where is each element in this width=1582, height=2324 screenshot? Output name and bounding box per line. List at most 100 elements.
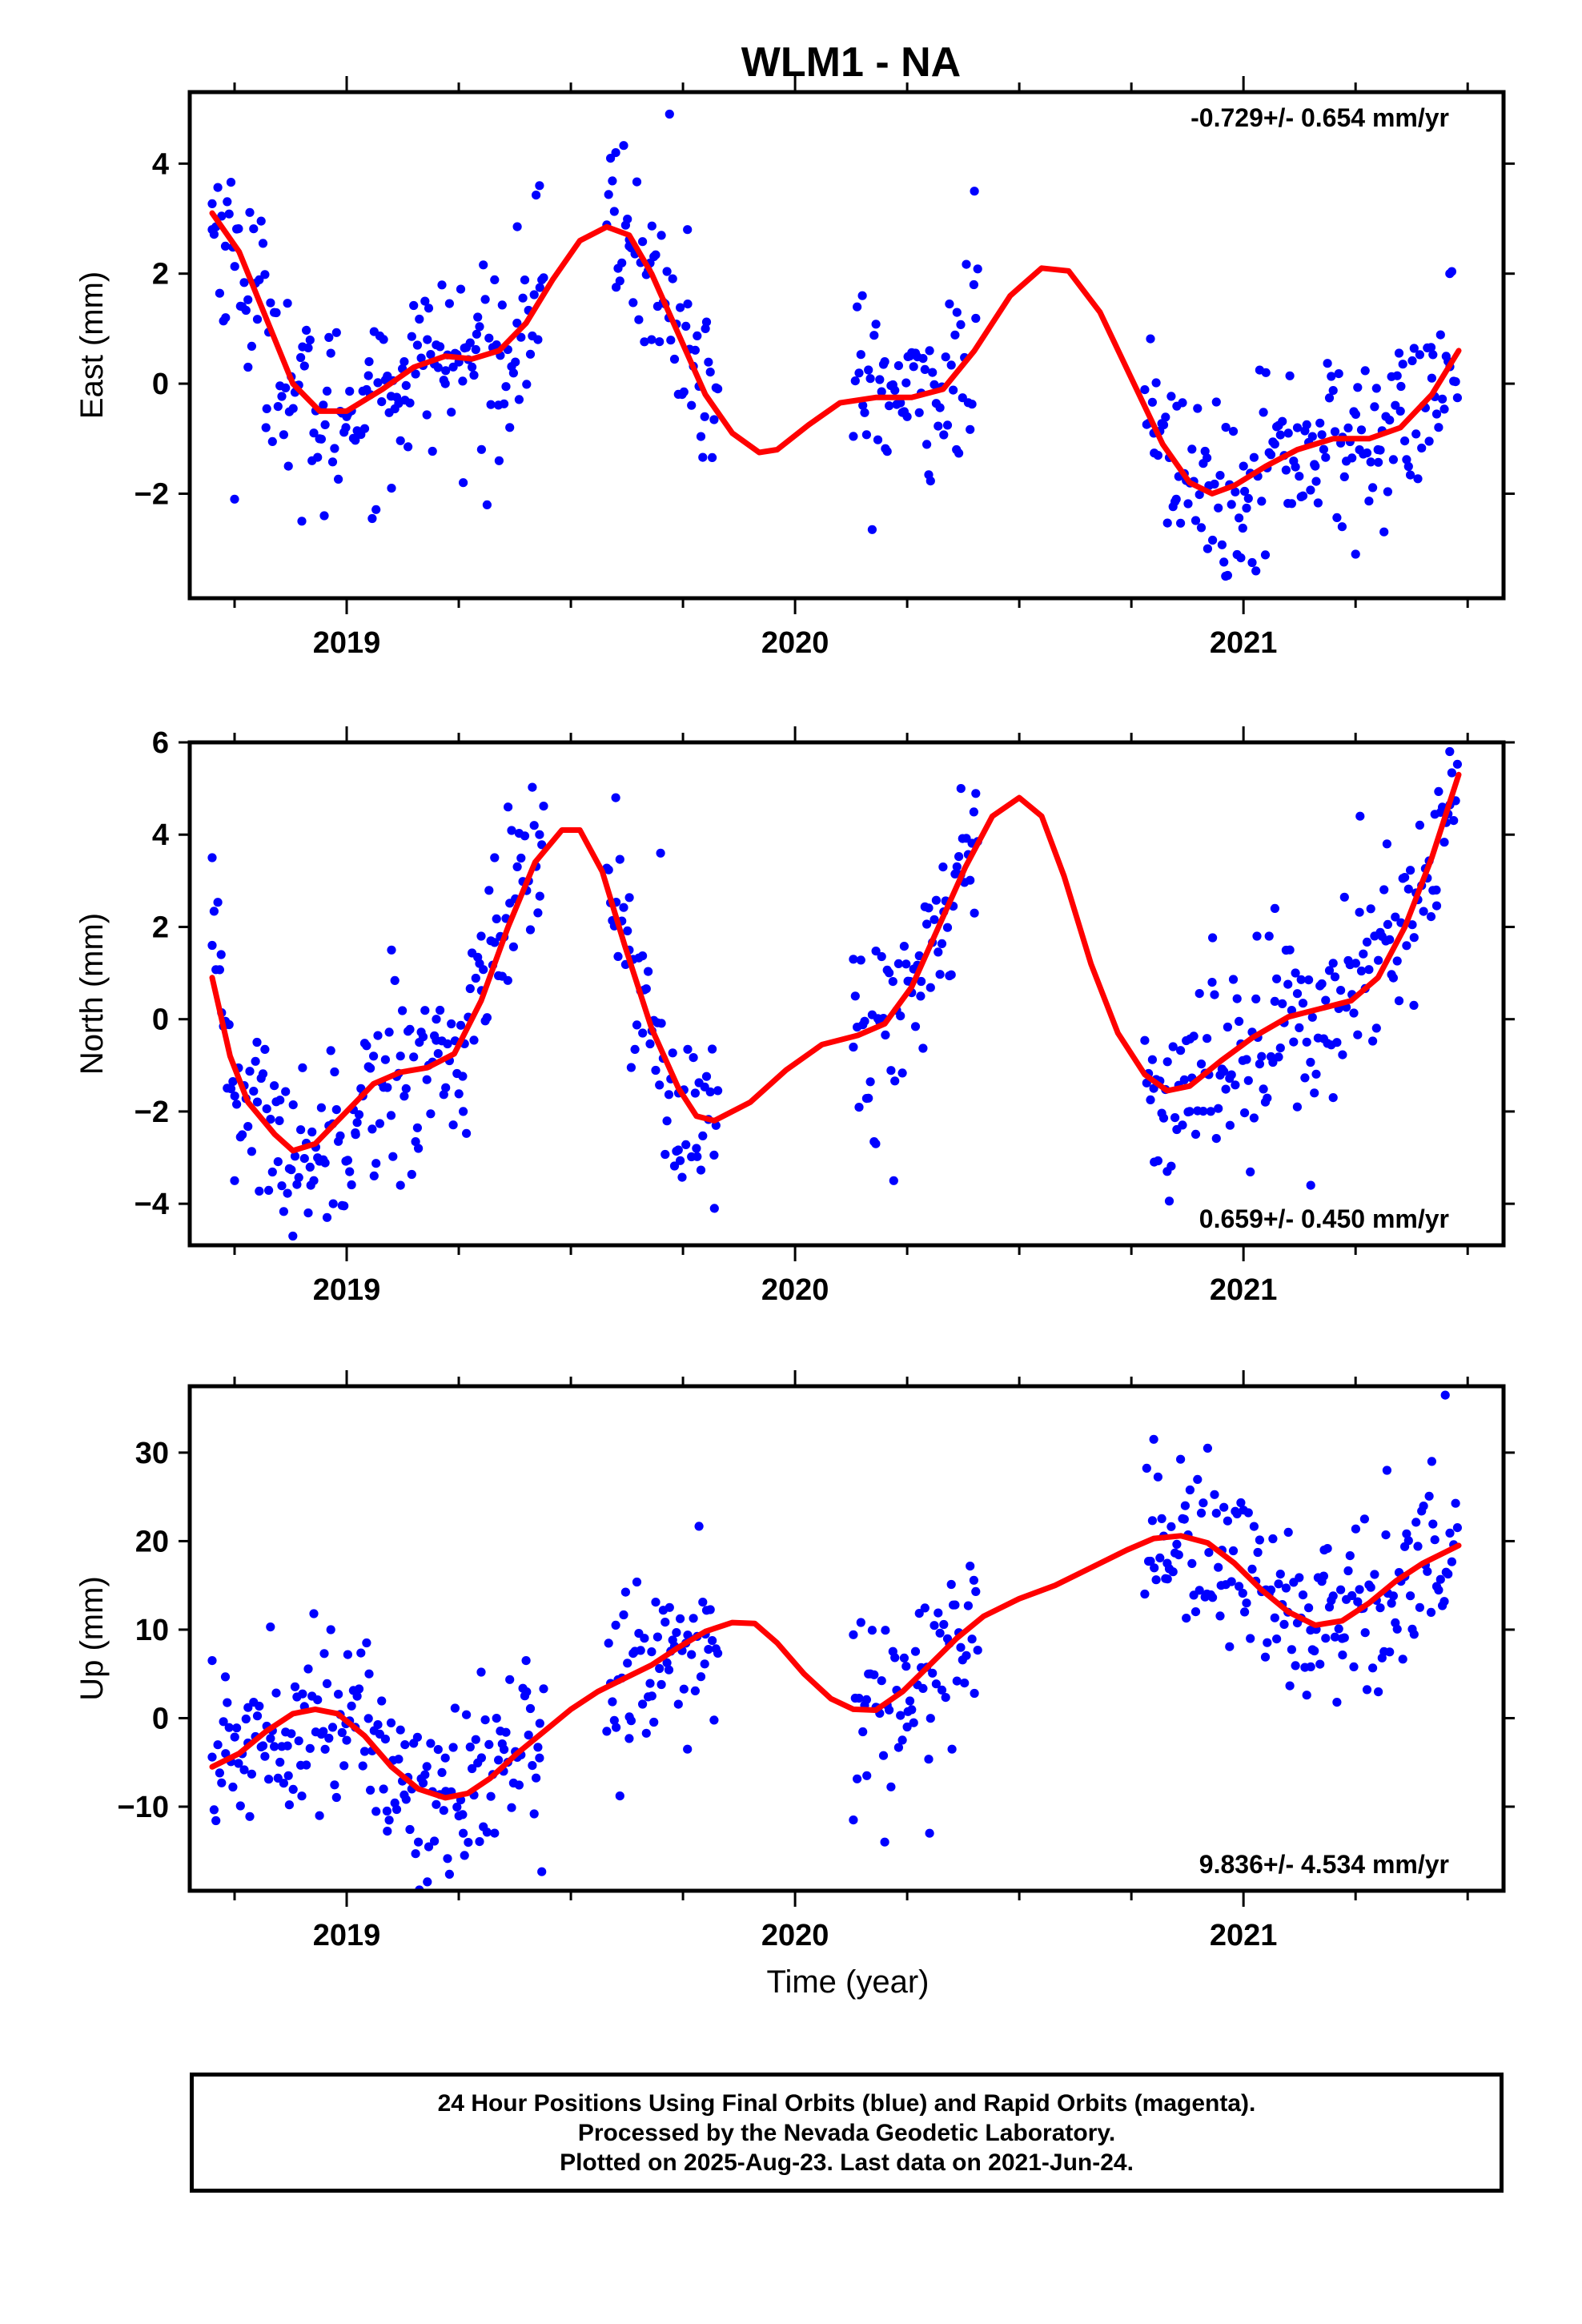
up-point: [611, 1620, 620, 1630]
up-point: [1381, 1530, 1391, 1540]
east-point: [313, 452, 323, 462]
north-point: [331, 1105, 341, 1115]
east-point: [1191, 516, 1201, 525]
up-point: [700, 1659, 709, 1669]
north-point: [1339, 892, 1349, 902]
north-point: [613, 951, 623, 961]
up-point: [476, 1667, 486, 1677]
north-point: [888, 977, 897, 987]
up-point: [337, 1727, 347, 1738]
east-point: [1415, 350, 1424, 360]
north-point: [619, 903, 628, 912]
east-point: [1249, 452, 1259, 462]
up-point: [239, 1765, 249, 1775]
north-point: [436, 1005, 445, 1015]
east-point: [456, 284, 466, 294]
up-point: [235, 1801, 245, 1811]
north-point: [249, 1087, 259, 1096]
north-point: [1252, 931, 1262, 941]
north-point: [1362, 937, 1372, 947]
north-point: [1356, 966, 1367, 976]
up-point: [690, 1686, 701, 1695]
north-point: [1328, 959, 1338, 968]
north-point: [1431, 901, 1442, 911]
north-point: [351, 1130, 360, 1140]
up-point: [1140, 1589, 1150, 1599]
east-point: [1334, 369, 1343, 379]
north-point: [330, 1067, 339, 1077]
up-point: [1427, 1457, 1436, 1466]
north-point: [942, 923, 953, 932]
up-point: [1451, 1498, 1460, 1508]
east-point: [480, 295, 490, 304]
north-point: [656, 848, 665, 858]
north-point: [390, 975, 400, 985]
north-point: [409, 1052, 419, 1062]
up-point: [1351, 1524, 1360, 1534]
east-point: [1302, 420, 1311, 430]
up-point: [501, 1727, 511, 1737]
north-point: [1353, 1030, 1363, 1039]
east-point: [277, 392, 287, 401]
up-point: [608, 1697, 617, 1707]
up-point: [352, 1691, 362, 1701]
up-point: [641, 1728, 651, 1738]
north-point: [1249, 1113, 1259, 1123]
east-point: [1406, 470, 1415, 480]
east-point: [681, 321, 691, 331]
east-point: [297, 517, 307, 526]
east-point: [708, 452, 717, 463]
north-point: [443, 1039, 452, 1049]
east-point: [1236, 553, 1246, 563]
east-point: [701, 324, 710, 333]
north-point: [283, 1188, 292, 1198]
up-point: [324, 1733, 334, 1743]
east-point: [283, 299, 292, 308]
east-point: [1219, 557, 1229, 567]
east-point: [956, 320, 966, 329]
east-point: [875, 375, 885, 384]
up-point: [849, 1815, 858, 1825]
north-point: [529, 821, 539, 830]
up-point: [539, 1684, 548, 1694]
north-point: [292, 1180, 302, 1189]
up-point: [849, 1630, 858, 1639]
east-point: [473, 312, 483, 322]
east-point: [1261, 368, 1271, 377]
up-point: [1228, 1546, 1239, 1556]
up-point: [1195, 1586, 1204, 1595]
east-point: [1445, 269, 1455, 279]
east-point: [217, 211, 227, 221]
up-point: [877, 1676, 886, 1686]
up-point: [507, 1803, 516, 1812]
up-point: [234, 1759, 243, 1768]
east-point: [258, 239, 268, 248]
up-point: [400, 1740, 410, 1750]
north-point: [454, 1089, 464, 1099]
east-point: [1424, 436, 1434, 446]
east-point: [320, 420, 330, 430]
up-point: [881, 1626, 890, 1635]
north-point: [1307, 1012, 1317, 1022]
east-point: [239, 278, 249, 287]
north-fit-line: [209, 771, 1462, 1154]
north-point: [1394, 996, 1404, 1006]
up-point: [687, 1650, 697, 1659]
north-point: [448, 1120, 458, 1130]
north-point: [537, 840, 547, 850]
east-point: [512, 222, 522, 231]
east-point: [373, 378, 383, 388]
north-point: [1227, 1070, 1236, 1080]
east-point: [422, 410, 432, 420]
up-point: [1260, 1652, 1271, 1662]
east-point: [262, 404, 271, 413]
up-point: [867, 1626, 877, 1635]
north-point: [705, 1087, 715, 1097]
up-point: [444, 1869, 455, 1879]
north-point: [1383, 919, 1392, 929]
north-point: [401, 1084, 411, 1093]
up-point: [1281, 1583, 1291, 1593]
east-point: [1295, 472, 1304, 481]
up-point: [379, 1784, 388, 1794]
up-point: [465, 1742, 475, 1752]
